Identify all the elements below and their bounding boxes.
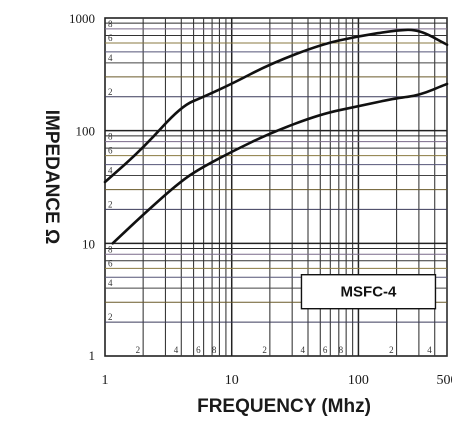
x-minor-tick-label: 6 xyxy=(323,345,328,355)
x-minor-tick-label: 2 xyxy=(389,345,394,355)
y-minor-tick-label: 4 xyxy=(108,53,113,63)
series-layer xyxy=(103,28,449,245)
series-line-1 xyxy=(103,28,449,184)
y-minor-tick-label: 2 xyxy=(108,312,113,322)
y-minor-tick-label: 6 xyxy=(108,146,113,156)
y-minor-tick-label: 2 xyxy=(108,87,113,97)
annotation-layer: MSFC-4 xyxy=(300,274,437,310)
y-tick-label: 1000 xyxy=(69,11,95,26)
tick-label-layer: 1 10 100 500 1 10 100 1000 xyxy=(69,11,452,388)
y-minor-tick-label: 6 xyxy=(108,33,113,43)
x-minor-tick-label: 4 xyxy=(301,345,306,355)
y-axis-title: IMPEDANCE Ω xyxy=(41,110,62,245)
y-minor-tick-label: 8 xyxy=(108,132,113,142)
x-tick-label: 1 xyxy=(102,373,109,388)
x-minor-tick-label: 4 xyxy=(427,345,432,355)
x-minor-tick-label: 2 xyxy=(136,345,141,355)
y-minor-tick-label: 8 xyxy=(108,244,113,254)
x-tick-label: 500 xyxy=(437,373,452,388)
y-minor-tick-label: 4 xyxy=(108,278,113,288)
x-minor-tick-label: 8 xyxy=(212,345,217,355)
y-tick-label: 1 xyxy=(89,348,96,363)
y-tick-label: 100 xyxy=(76,124,96,139)
x-axis-title: FREQUENCY (Mhz) xyxy=(197,396,371,417)
x-tick-label: 100 xyxy=(348,373,369,388)
x-tick-label: 10 xyxy=(225,373,239,388)
y-tick-label: 10 xyxy=(82,236,95,251)
x-minor-tick-label: 2 xyxy=(262,345,267,355)
series-line-2 xyxy=(111,82,449,245)
y-minor-tick-label: 2 xyxy=(108,199,113,209)
annotation-box xyxy=(300,274,437,310)
x-minor-tick-label: 4 xyxy=(174,345,179,355)
x-minor-tick-label: 6 xyxy=(196,345,201,355)
annotation-label: MSFC-4 xyxy=(341,284,397,301)
minor-label-layer: 2 4 6 8 2 4 6 8 2 4 2 4 6 8 2 4 6 8 2 4 6 8 xyxy=(108,19,432,355)
grid-layer xyxy=(104,17,448,357)
x-minor-tick-label: 8 xyxy=(339,345,344,355)
y-minor-tick-label: 8 xyxy=(108,19,113,29)
y-minor-tick-label: 4 xyxy=(108,166,113,176)
y-minor-tick-label: 6 xyxy=(108,258,113,268)
